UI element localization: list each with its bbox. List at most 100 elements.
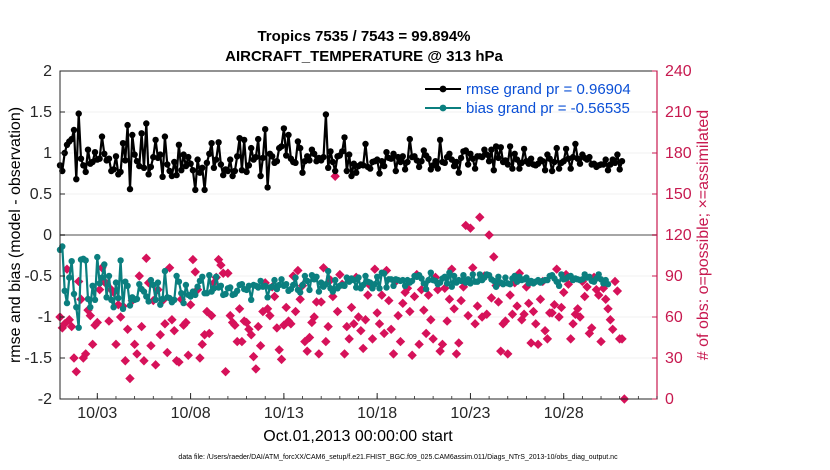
rmse-point: [350, 160, 357, 167]
rmse-point: [122, 157, 129, 164]
rmse-point: [446, 150, 453, 157]
obs-point: [104, 316, 114, 326]
bias-point: [304, 277, 311, 285]
rmse-point: [616, 166, 623, 173]
rmse-point: [82, 168, 89, 176]
obs-point: [463, 310, 473, 321]
obs-point: [332, 306, 343, 317]
y-axis-label-right: # of obs: o=possible; ×=assimilated: [695, 110, 712, 360]
rmse-point: [457, 154, 465, 162]
obs-point: [94, 284, 105, 295]
rmse-point: [196, 169, 204, 176]
bias-point: [82, 257, 89, 264]
obs-point: [125, 373, 135, 384]
obs-point: [318, 263, 329, 273]
rmse-point: [541, 167, 549, 174]
obs-point: [134, 271, 144, 281]
rmse-point: [68, 135, 75, 143]
bias-point: [271, 276, 278, 284]
bias-point: [227, 284, 234, 291]
rmse-point: [471, 165, 479, 172]
rmse-point: [206, 150, 213, 157]
bias-point: [387, 276, 395, 283]
obs-point: [302, 346, 312, 356]
rmse-point: [485, 158, 493, 165]
obs-point: [556, 302, 567, 313]
bias-point: [383, 284, 390, 291]
obs-point: [344, 334, 354, 344]
obs-point: [598, 283, 609, 294]
bias-point: [264, 294, 271, 301]
obs-point: [115, 312, 126, 322]
bias-point: [210, 285, 218, 292]
obs-point: [507, 309, 518, 319]
rmse-point: [434, 165, 441, 172]
bias-point: [360, 281, 367, 289]
right-tick-label: 210: [665, 104, 692, 121]
bias-point: [441, 273, 448, 280]
left-tick-label: 2: [43, 63, 52, 80]
bias-point: [390, 282, 397, 289]
obs-point: [554, 312, 564, 322]
left-axis-ticks: -2 -1.5 -1 -0.5 0 0.5 1 1.5 2: [24, 63, 65, 408]
obs-point: [486, 293, 497, 303]
obs-point: [323, 321, 333, 332]
x-tick-label: 10/18: [357, 405, 397, 422]
obs-point: [220, 366, 231, 377]
bias-point: [276, 281, 283, 289]
footnote: data file: /Users/raeder/DAI/ATM_forcXX/…: [178, 454, 618, 461]
rmse-point: [89, 158, 96, 166]
bias-point: [427, 269, 434, 276]
obs-point: [111, 339, 121, 350]
obs-point: [500, 316, 511, 326]
obs-point: [566, 334, 576, 344]
rmse-point: [259, 154, 267, 162]
bias-point: [381, 270, 388, 277]
rmse-point: [367, 165, 374, 172]
obs-point: [356, 325, 366, 336]
obs-point: [358, 343, 368, 354]
rmse-series: [56, 110, 626, 194]
rmse-point: [425, 155, 432, 162]
rmse-point: [546, 155, 553, 162]
bias-point: [355, 274, 362, 281]
obs-point: [274, 345, 284, 355]
x-tick-label: 10/28: [544, 405, 584, 422]
bias-point: [425, 276, 432, 284]
obs-point: [493, 297, 504, 307]
obs-point: [85, 310, 96, 321]
rmse-point: [478, 153, 486, 161]
obs-point: [423, 290, 434, 300]
obs-point: [314, 349, 324, 359]
bias-point: [248, 296, 255, 303]
rmse-point: [217, 161, 225, 168]
x-tick-label: 10/13: [264, 405, 304, 422]
rmse-point: [224, 167, 232, 175]
rmse-point: [299, 169, 306, 176]
bias-point: [306, 286, 313, 294]
right-tick-label: 0: [665, 391, 674, 408]
rmse-point: [138, 130, 145, 137]
obs-point: [528, 306, 539, 317]
x-axis-label: Oct.01,2013 00:00:00 start: [263, 428, 453, 445]
rmse-point: [133, 158, 141, 165]
bias-point: [110, 304, 117, 311]
rmse-point: [143, 120, 150, 127]
obs-point: [262, 304, 273, 314]
obs-point: [132, 349, 142, 359]
rmse-point: [322, 111, 330, 118]
rmse-point: [392, 167, 399, 175]
obs-point: [542, 334, 553, 344]
rmse-point: [560, 158, 567, 165]
bias-point: [595, 271, 602, 278]
right-axis-ticks: 0 30 60 90 120 150 180 210 240: [652, 63, 692, 408]
right-tick-label: 120: [665, 227, 692, 244]
obs-point: [295, 294, 305, 304]
bias-point: [325, 267, 332, 275]
rmse-point: [562, 145, 570, 153]
bias-point: [192, 291, 199, 299]
obs-point: [519, 309, 529, 319]
obs-point: [442, 316, 452, 326]
rmse-point: [171, 158, 178, 166]
bias-point: [297, 289, 304, 296]
